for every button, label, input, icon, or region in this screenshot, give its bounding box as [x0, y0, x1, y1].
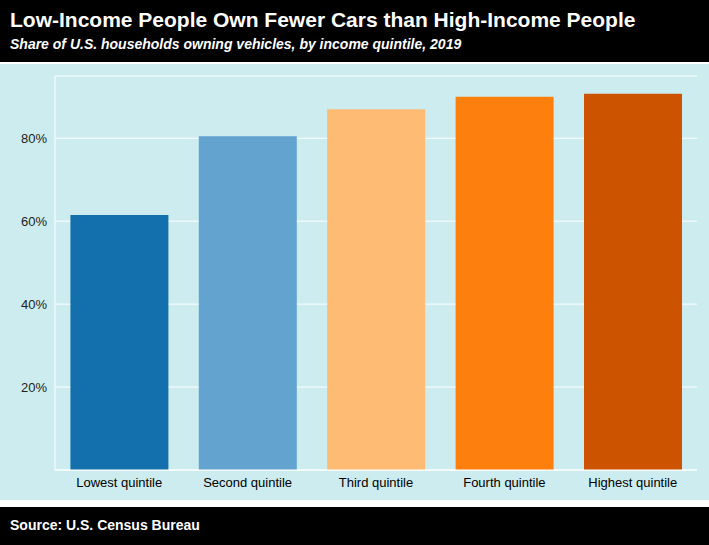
svg-text:40%: 40%	[21, 297, 47, 312]
svg-text:60%: 60%	[21, 214, 47, 229]
svg-text:Fourth quintile: Fourth quintile	[463, 475, 545, 490]
html-text:Low-Income People Own Fewer Ca: Low-Income People Own Fewer Cars than Hi…	[10, 8, 636, 31]
html-text:Source: U.S. Census Bureau: Source: U.S. Census Bureau	[10, 517, 200, 533]
svg-text:Second quintile: Second quintile	[203, 475, 292, 490]
svg-text:Highest quintile: Highest quintile	[588, 475, 677, 490]
svg-text:Third quintile: Third quintile	[339, 475, 413, 490]
svg-text:80%: 80%	[21, 131, 47, 146]
svg-text:20%: 20%	[21, 380, 47, 395]
html-text:Share of U.S. households ownin: Share of U.S. households owning vehicles…	[10, 36, 462, 52]
svg-text:Lowest quintile: Lowest quintile	[76, 475, 162, 490]
